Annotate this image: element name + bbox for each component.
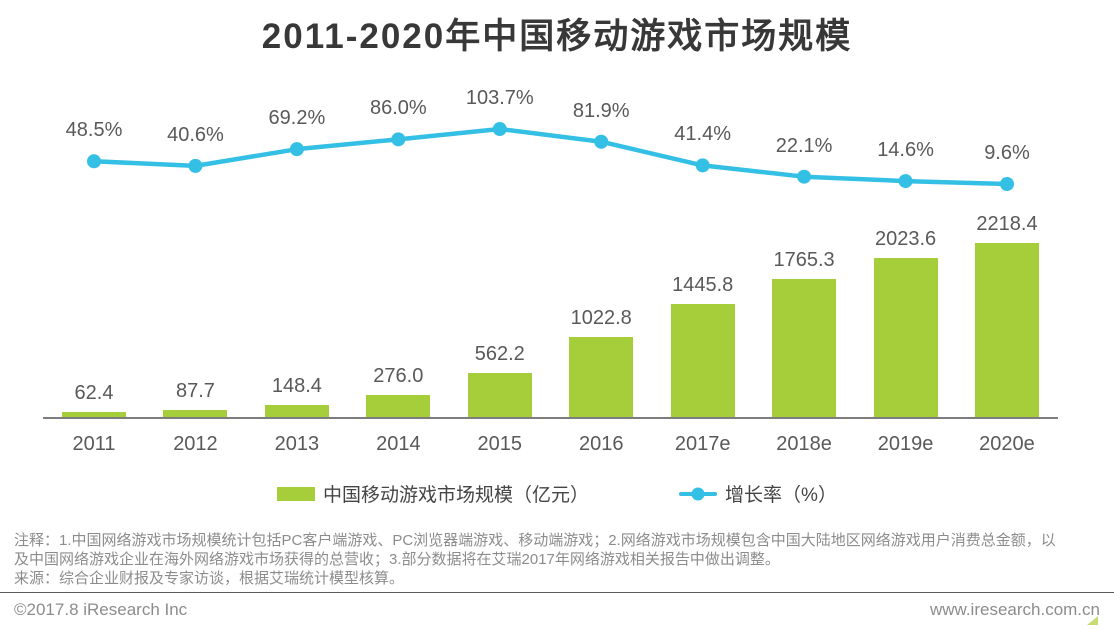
bar-2013 [264,405,329,417]
bar-value-label-2017e: 1445.8 [672,273,734,296]
x-axis-label-2016: 2016 [578,433,624,455]
growth-rate-point-2015 [492,122,507,136]
bar-2015 [467,372,532,417]
x-axis-label-2017e: 2017e [674,433,731,455]
growth-rate-label-2013: 69.2% [268,107,326,130]
bar-value-label-2014: 276.0 [373,365,424,388]
x-axis-label-2014: 2014 [376,433,421,455]
growth-rate-point-2018e [797,169,812,184]
legend-item-market-size: 中国移动游戏市场规模（亿元） [277,480,589,507]
growth-rate-label-2017e: 41.4% [674,123,732,146]
growth-rate-line [87,122,1014,191]
bar-value-label-2016: 1022.8 [570,306,632,329]
website-text: www.iresearch.com.cn [929,600,1100,619]
growth-rate-point-2013 [289,142,304,157]
bar-2020e [974,243,1039,417]
legend-item-growth-rate: 增长率（%） [679,480,837,507]
bar-value-label-2011: 62.4 [74,382,114,405]
footer: ©2017.8 iResearch Inc www.iresearch.com.… [14,600,1100,620]
growth-rate-point-2017e [695,158,710,173]
x-axis-label-2012: 2012 [173,433,218,455]
growth-rate-point-2016 [594,134,609,149]
growth-rate-point-2011 [87,154,101,169]
growth-rate-label-2016: 81.9% [572,99,630,122]
growth-rate-label-2020e: 9.6% [984,142,1030,164]
bar-2014 [366,395,431,417]
bar-value-label-2020e: 2218.4 [976,213,1038,235]
footnote-line-1: 注释：1.中国网络游戏市场规模统计包括PC客户端游戏、PC浏览器端游戏、移动端游… [14,532,1056,549]
x-axis-label-2011: 2011 [72,433,116,455]
line-legend-dot-icon [691,487,705,500]
x-axis-label-2020e: 2020e [979,433,1035,455]
footnote-line-2: 及中国网络游戏企业在海外网络游戏市场获得的总营收；3.部分数据将在艾瑞2017年… [14,551,780,568]
bar-value-label-2015: 562.2 [474,342,525,365]
bar-2011 [62,412,126,417]
growth-rate-label-2018e: 22.1% [775,134,833,157]
source-line: 来源：综合企业财报及专家访谈，根据艾瑞统计模型核算。 [14,570,405,587]
bar-value-label-2019e: 2023.6 [874,228,937,251]
plot-area: 62.4 2011 48.5% 87.7 2012 40.6% 148.4 2013 69.2%… [43,87,1058,455]
line-legend-label: 增长率（%） [725,485,837,506]
growth-rate-label-2011: 48.5% [65,119,123,142]
footnotes: 注释：1.中国网络游戏市场规模统计包括PC客户端游戏、PC浏览器端游戏、移动端游… [14,531,1100,588]
growth-rate-point-2012 [188,158,203,173]
bar-value-label-2012: 87.7 [175,380,215,403]
bar-2016 [569,336,634,417]
bar-2012 [163,410,228,417]
copyright-text: ©2017.8 iResearch Inc [14,600,188,619]
growth-rate-point-2014 [391,132,406,147]
x-axis-label-2013: 2013 [274,433,320,455]
footer-divider [0,592,1114,593]
x-axis-label-2015: 2015 [477,433,523,455]
x-axis-label-2018e: 2018e [776,433,832,455]
bar-2017e [670,303,735,417]
bar-legend-swatch [277,486,316,501]
bar-value-label-2018e: 1765.3 [773,248,835,271]
line-legend-swatch [679,487,718,500]
x-axis-label-2019e: 2019e [877,433,934,455]
growth-rate-label-2012: 40.6% [167,123,224,146]
bar-value-label-2013: 148.4 [271,375,322,398]
bar-2019e [873,258,938,417]
legend: 中国移动游戏市场规模（亿元） 增长率（%） [0,480,1114,507]
corner-accent-icon [1087,616,1098,625]
growth-rate-label-2015: 103.7% [465,87,534,109]
bar-legend-label: 中国移动游戏市场规模（亿元） [323,485,590,506]
growth-rate-label-2019e: 14.6% [877,139,934,162]
chart-title: 2011-2020年中国移动游戏市场规模 [261,17,853,56]
growth-rate-point-2020e [999,177,1014,191]
growth-rate-point-2019e [898,174,913,189]
x-axis-line [43,417,1058,419]
growth-rate-label-2014: 86.0% [369,97,427,120]
bar-2018e [772,278,837,417]
